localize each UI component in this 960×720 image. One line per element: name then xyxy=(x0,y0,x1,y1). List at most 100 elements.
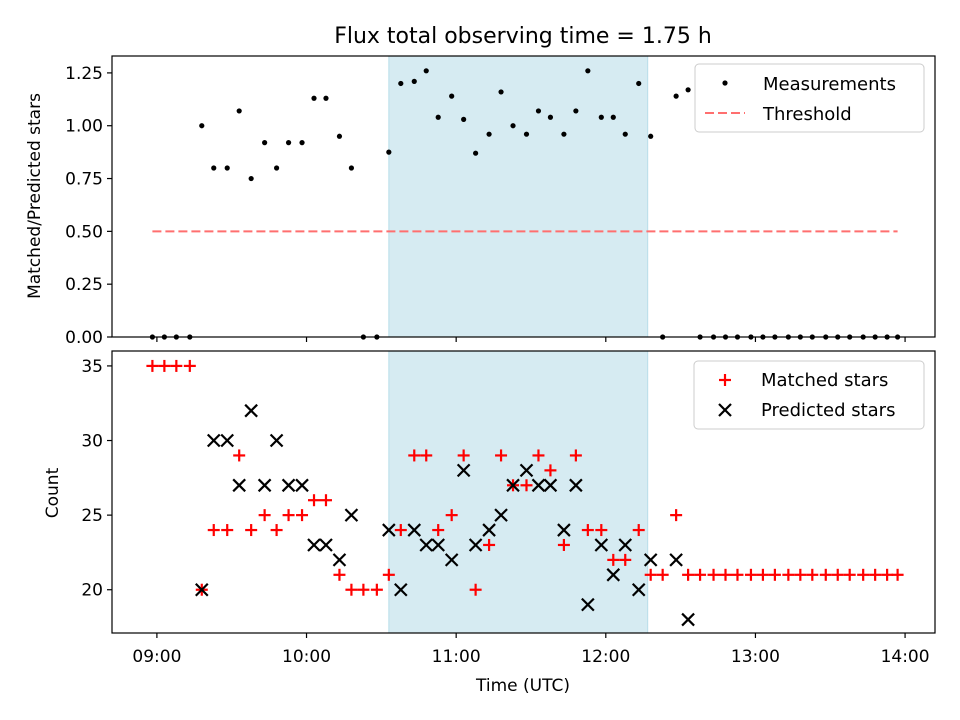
predicted-star-point xyxy=(269,433,284,448)
predicted-star-point xyxy=(232,478,246,493)
matched-star-point xyxy=(469,583,482,596)
predicted-star-point xyxy=(281,478,296,493)
predicted-star-point xyxy=(431,538,445,552)
matched-star-point xyxy=(457,449,470,462)
matched-star-point xyxy=(158,359,171,372)
predicted-star-point xyxy=(382,523,396,537)
matched-star-point xyxy=(221,524,234,537)
matched-star-point xyxy=(694,568,707,581)
predicted-star-stroke-b xyxy=(269,433,284,448)
predicted-star-stroke-b xyxy=(444,553,459,567)
predicted-star-points xyxy=(195,403,695,627)
predicted-star-stroke-b xyxy=(581,597,595,612)
predicted-star-stroke-b xyxy=(543,478,558,493)
matched-star-point xyxy=(756,568,769,581)
predicted-star-stroke-b xyxy=(419,538,434,552)
predicted-star-stroke-b xyxy=(506,478,520,493)
matched-star-point xyxy=(319,494,332,507)
bottom-y-tick-label: 25 xyxy=(81,506,103,526)
measurement-point xyxy=(673,93,679,99)
measurement-point xyxy=(285,140,292,146)
predicted-star-point xyxy=(407,523,422,537)
legend-matched-label: Matched stars xyxy=(761,370,888,391)
matched-star-point xyxy=(806,568,819,581)
top-axes-frame xyxy=(111,55,936,338)
matched-star-point xyxy=(146,359,159,372)
measurement-point xyxy=(248,175,254,182)
predicted-star-stroke-b xyxy=(281,478,296,493)
predicted-star-stroke-b xyxy=(482,523,496,537)
predicted-star-point xyxy=(681,612,695,627)
measurement-point xyxy=(211,165,217,171)
predicted-star-point xyxy=(643,553,658,567)
matched-star-point xyxy=(382,568,395,581)
predicted-star-stroke-b xyxy=(394,582,408,597)
measurement-point xyxy=(573,108,579,114)
matched-star-point xyxy=(394,524,407,537)
predicted-star-stroke-b xyxy=(669,553,683,567)
predicted-star-point xyxy=(332,553,347,567)
predicted-star-stroke-b xyxy=(631,582,646,597)
bottom-y-tick-label: 35 xyxy=(81,357,103,377)
predicted-star-stroke-b xyxy=(195,582,209,597)
bottom-x-tick-label: 11:00 xyxy=(432,647,481,667)
measurement-point xyxy=(648,133,654,139)
matched-star-point xyxy=(682,568,695,581)
predicted-star-stroke-b xyxy=(244,403,258,418)
measurement-point xyxy=(486,131,492,137)
bottom-x-tick-label: 14:00 xyxy=(881,647,930,667)
matched-star-point xyxy=(581,524,594,537)
predicted-star-point xyxy=(543,478,558,493)
matched-star-point xyxy=(881,568,894,581)
predicted-star-stroke-b xyxy=(332,553,347,567)
matched-star-point xyxy=(869,568,882,581)
matched-star-point xyxy=(719,568,732,581)
predicted-star-point xyxy=(456,463,471,478)
predicted-star-point xyxy=(319,538,333,552)
measurement-point xyxy=(498,89,504,95)
matched-star-point xyxy=(656,568,669,581)
top-y-tick-label: 1.25 xyxy=(65,64,103,84)
matched-star-point xyxy=(544,464,557,477)
matched-star-point xyxy=(670,509,683,522)
predicted-star-point xyxy=(419,538,434,552)
predicted-star-point xyxy=(468,538,483,552)
predicted-star-point xyxy=(220,433,234,448)
legend-measurements-marker xyxy=(722,80,728,86)
top-y-axis-label: Matched/Predicted stars xyxy=(25,93,45,299)
measurement-point xyxy=(236,108,242,114)
legend-predicted-marker xyxy=(718,403,732,417)
predicted-star-stroke-b xyxy=(594,538,609,552)
top-y-tick-label: 0.25 xyxy=(65,275,103,295)
matched-star-point xyxy=(495,449,508,462)
predicted-star-point xyxy=(244,403,258,418)
chart-title: Flux total observing time = 1.75 h xyxy=(334,24,712,49)
predicted-star-stroke-b xyxy=(618,538,633,552)
matched-star-point xyxy=(245,524,258,537)
measurement-point xyxy=(473,150,479,156)
matched-star-point xyxy=(432,524,445,537)
matched-star-point xyxy=(258,509,271,522)
measurement-point xyxy=(398,80,404,87)
measurement-point xyxy=(274,165,280,171)
predicted-star-point xyxy=(307,538,321,552)
bottom-y-tick-label: 30 xyxy=(81,432,103,452)
measurement-point xyxy=(598,114,604,120)
matched-star-point xyxy=(370,583,383,596)
matched-star-point xyxy=(270,524,283,537)
bottom-axes-frame xyxy=(111,350,936,634)
matched-star-point xyxy=(619,553,632,566)
legend-predicted-label: Predicted stars xyxy=(761,400,895,421)
top-legend-box xyxy=(694,63,925,133)
matched-star-point xyxy=(731,568,744,581)
matched-star-point xyxy=(831,568,844,581)
measurement-point xyxy=(535,108,542,114)
predicted-star-stroke-b xyxy=(456,463,471,478)
measurement-point xyxy=(411,78,417,84)
predicted-star-stroke-b xyxy=(319,538,333,552)
measurement-point xyxy=(561,131,567,137)
predicted-star-stroke-b xyxy=(206,433,221,448)
bottom-x-tick-label: 10:00 xyxy=(282,647,331,667)
matched-star-point xyxy=(782,568,795,581)
